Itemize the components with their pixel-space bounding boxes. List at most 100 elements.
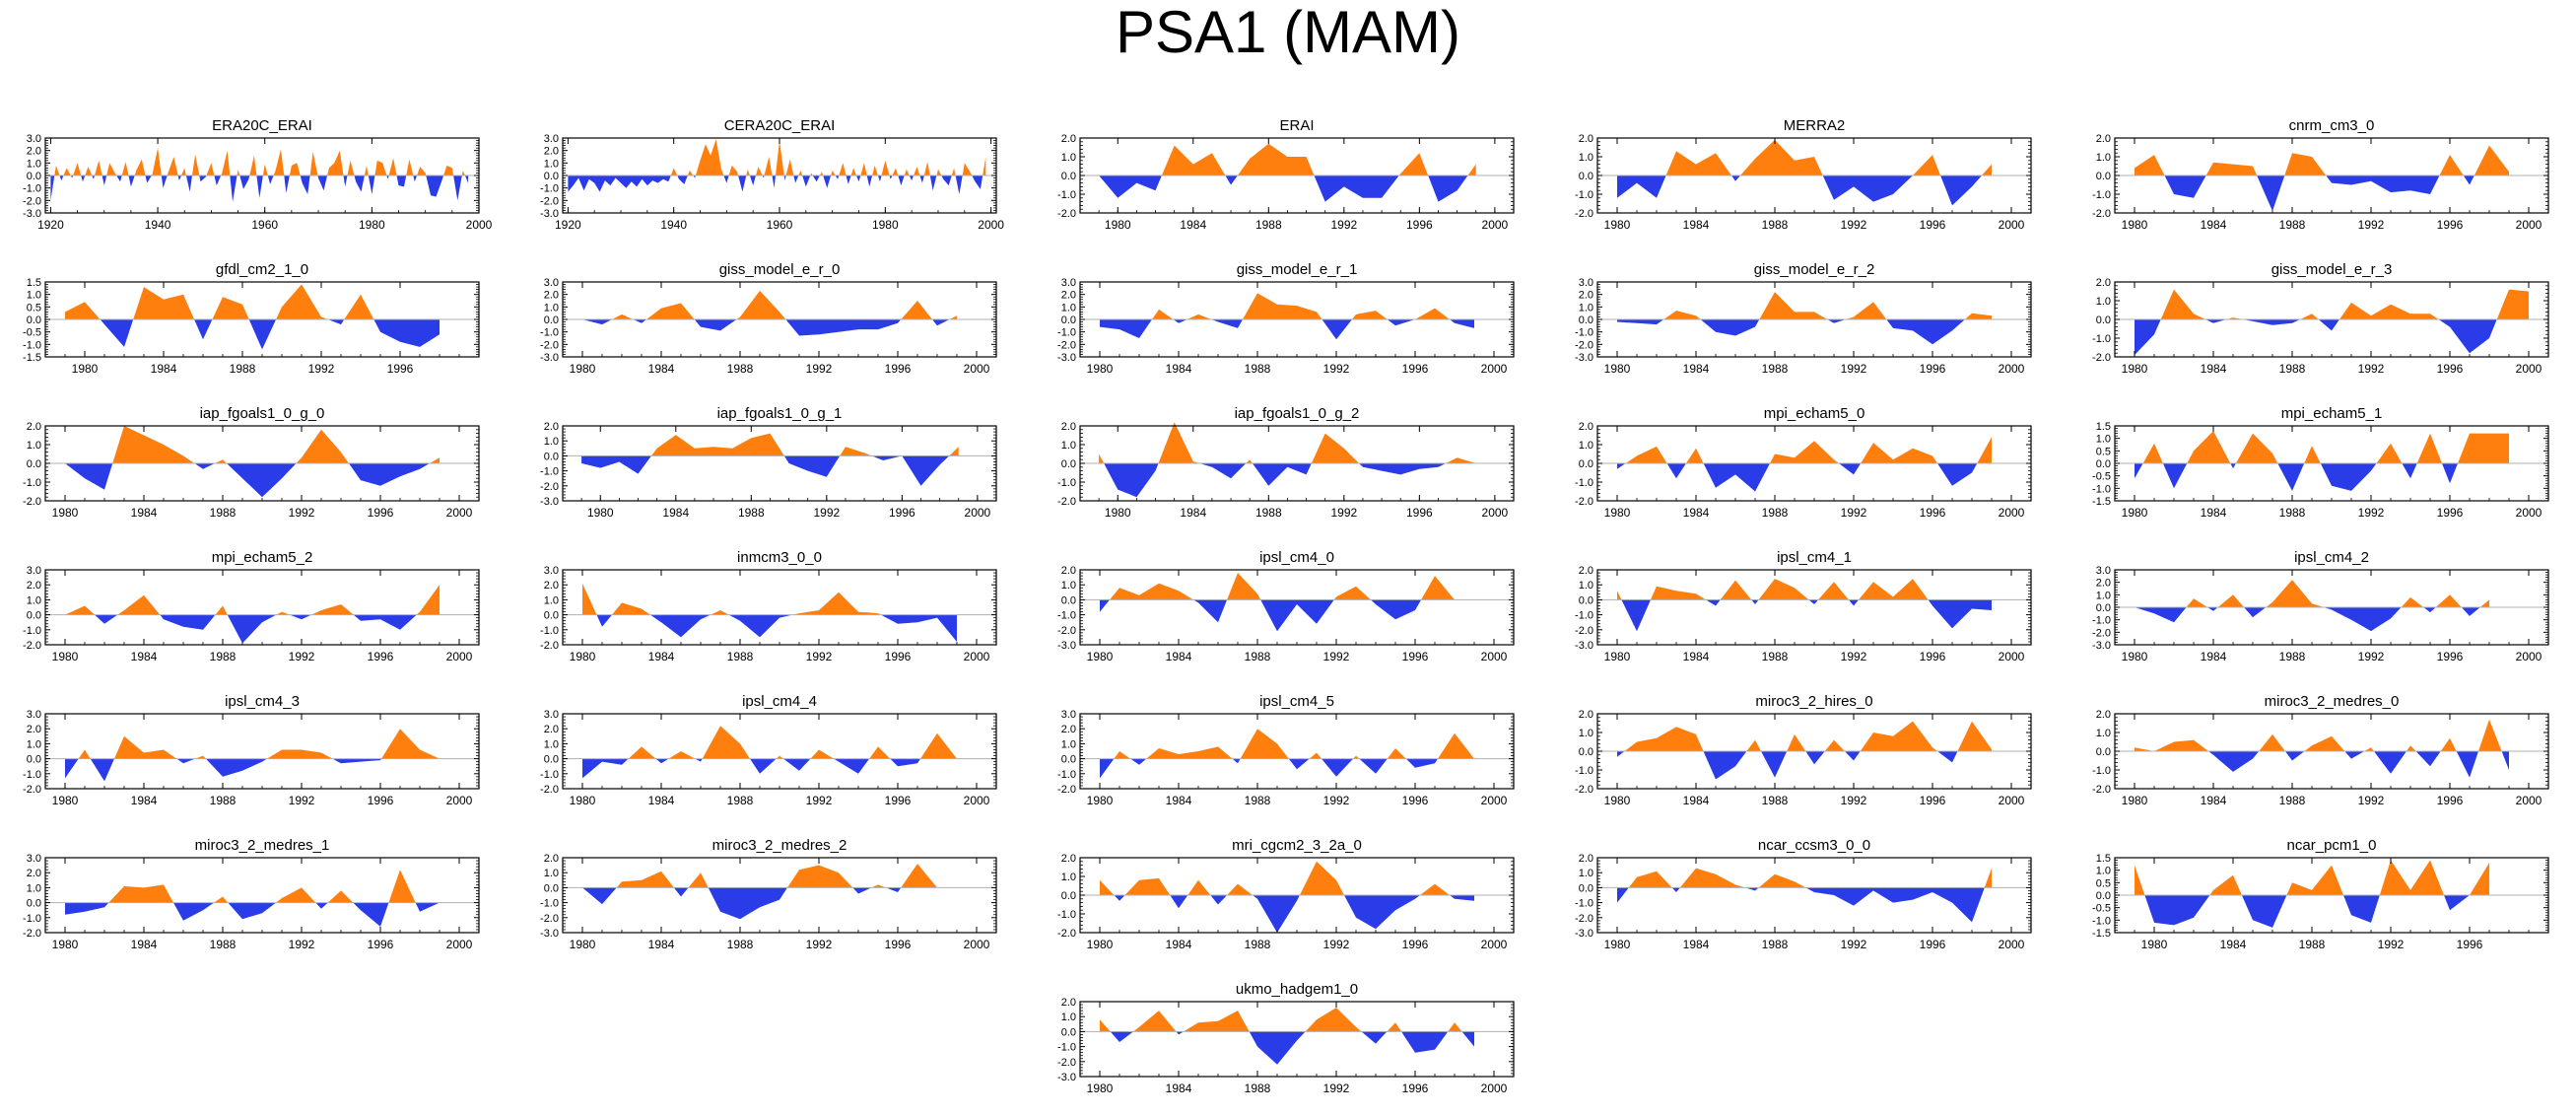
y-tick-label: 0.0 [1579, 458, 1593, 470]
x-tick-label: 1996 [885, 650, 912, 663]
panel-title: ipsl_cm4_5 [1259, 693, 1334, 710]
x-tick-label: 2000 [1999, 794, 2025, 807]
y-tick-label: -3.0 [540, 496, 559, 508]
x-tick-label: 1996 [1402, 1081, 1429, 1095]
negative-area [582, 758, 920, 779]
negative-area [1100, 599, 1422, 632]
x-tick-label: 1992 [289, 794, 315, 807]
x-tick-label: 1996 [1920, 362, 1946, 376]
y-tick-label: 1.0 [1061, 738, 1076, 750]
y-tick-label: 1.0 [1061, 152, 1076, 164]
y-tick-label: -3.0 [540, 208, 559, 220]
x-tick-label: 1988 [210, 506, 237, 520]
y-tick-label: 0.0 [1579, 594, 1593, 606]
y-tick-label: 2.0 [544, 853, 559, 865]
panel-ukmo_hadgem1_0: ukmo_hadgem1_0 2.0 1.0 0.0 -1.0 -2.0 -3.0 1980 1… [1057, 981, 1515, 1095]
positive-area [1152, 293, 1450, 319]
panel-gfdl_cm2_1_0: gfdl_cm2_1_0 1.51.00.50.0-0.5-1.0-1.5 1980… [23, 261, 480, 376]
panel-title: ukmo_hadgem1_0 [1236, 981, 1358, 998]
y-tick-label: 1.0 [1061, 302, 1076, 314]
x-tick-label: 1980 [2141, 938, 2168, 951]
y-tick-label: -1.0 [540, 183, 559, 195]
x-tick-label: 1992 [1330, 218, 1357, 232]
x-tick-label: 1984 [2220, 938, 2247, 951]
x-tick-label: 1996 [885, 794, 912, 807]
y-tick-label: -2.0 [540, 481, 559, 493]
positive-area [582, 583, 881, 615]
x-tick-label: 1996 [2437, 218, 2464, 232]
x-tick-label: 1992 [1323, 362, 1350, 376]
x-tick-label: 1960 [251, 218, 278, 232]
y-tick-label: -1.0 [1057, 327, 1076, 339]
y-tick-label: 0.0 [544, 754, 559, 766]
negative-area [2135, 319, 2497, 356]
y-tick-label: -1.0 [1575, 898, 1593, 910]
x-tick-label: 1992 [1323, 1081, 1350, 1095]
negative-area [1104, 463, 1447, 498]
panel-title: ipsl_cm4_0 [1259, 549, 1334, 566]
panel-mpi_echam5_1: mpi_echam5_1 1.51.00.50.0-0.5-1.0-1.5 1980… [2092, 405, 2549, 520]
figure-title: PSA1 (MAM) [1115, 0, 1461, 65]
y-tick-label: -1.0 [2092, 915, 2111, 927]
x-tick-label: 2000 [2516, 506, 2542, 520]
panel-title: ERAI [1279, 117, 1314, 134]
x-tick-label: 1996 [368, 650, 394, 663]
positive-area [54, 148, 465, 175]
x-tick-label: 1980 [52, 938, 79, 951]
x-tick-label: 1996 [1406, 506, 1433, 520]
y-tick-label: -1.0 [23, 477, 41, 489]
negative-area [568, 175, 983, 194]
y-tick-label: 0.0 [1579, 746, 1593, 758]
x-tick-label: 1984 [2201, 794, 2227, 807]
y-tick-label: 2.0 [2096, 709, 2111, 721]
y-tick-label: 2.0 [544, 146, 559, 158]
panel-title: ipsl_cm4_2 [2294, 549, 2369, 566]
x-tick-label: 1984 [1166, 1081, 1192, 1095]
x-tick-label: 1988 [2279, 506, 2306, 520]
panel-mri_cgcm2_3_2a_0: mri_cgcm2_3_2a_0 2.0 1.0 0.0 -1.0 -2.0 1980 198… [1057, 837, 1515, 951]
x-tick-label: 1992 [806, 362, 833, 376]
y-tick-label: -0.5 [2092, 471, 2111, 483]
negative-area [2135, 607, 2480, 632]
y-tick-label: 2.0 [1061, 133, 1076, 145]
y-tick-label: 3.0 [1061, 277, 1076, 289]
y-tick-label: 2.0 [27, 421, 41, 433]
y-tick-label: 1.0 [27, 290, 41, 302]
negative-area [1617, 463, 1978, 492]
x-tick-label: 1980 [1087, 1081, 1114, 1095]
panel-title: miroc3_2_medres_1 [195, 837, 330, 854]
y-tick-label: -2.0 [1057, 928, 1076, 940]
y-tick-label: 1.0 [2096, 296, 2111, 308]
y-tick-label: 0.5 [2096, 446, 2111, 457]
y-tick-label: 1.5 [2096, 421, 2111, 433]
panel-title: inmcm3_0_0 [737, 549, 822, 566]
panel-ncar_pcm1_0: ncar_pcm1_0 1.51.00.50.0-0.5-1.0-1.5 1980 1… [2092, 837, 2549, 951]
y-tick-label: 2.0 [544, 290, 559, 302]
y-tick-label: 0.0 [544, 882, 559, 894]
y-tick-label: -2.0 [1057, 208, 1076, 220]
x-tick-label: 2000 [446, 650, 473, 663]
x-tick-label: 1980 [587, 506, 614, 520]
x-tick-label: 1980 [570, 938, 596, 951]
positive-area [670, 139, 986, 175]
positive-area [1663, 292, 1992, 319]
x-tick-label: 1988 [1245, 362, 1271, 376]
y-tick-label: 1.0 [2096, 590, 2111, 601]
x-tick-label: 1984 [1683, 938, 1710, 951]
y-tick-label: 0.0 [1579, 314, 1593, 326]
y-tick-label: 0.0 [1061, 594, 1076, 606]
negative-area [1621, 599, 1992, 632]
x-tick-label: 2000 [1481, 650, 1508, 663]
panel-title: miroc3_2_medres_0 [2265, 693, 2400, 710]
y-tick-label: 2.0 [1061, 853, 1076, 865]
y-tick-label: -2.0 [23, 496, 41, 508]
panel-iap_fgoals1_0_g_2: iap_fgoals1_0_g_2 2.0 1.0 0.0 -1.0 -2.0 1980 19… [1057, 405, 1515, 520]
positive-area [65, 585, 440, 615]
y-tick-label: -3.0 [540, 352, 559, 364]
x-tick-label: 1988 [1762, 650, 1789, 663]
panel-title: giss_model_e_r_2 [1754, 261, 1875, 278]
y-tick-label: 0.5 [2096, 877, 2111, 889]
x-tick-label: 1984 [131, 650, 158, 663]
y-tick-label: -2.0 [2092, 784, 2111, 796]
